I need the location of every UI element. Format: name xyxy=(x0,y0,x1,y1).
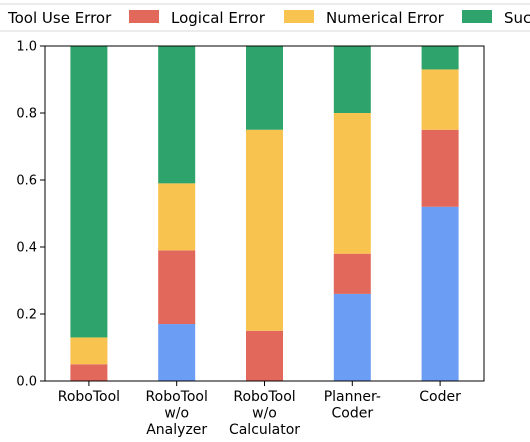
x-tick-label: RoboTool xyxy=(58,389,120,405)
bar-logical-error-3 xyxy=(246,330,283,381)
bar-numerical-error-1 xyxy=(70,337,108,365)
bar-logical-error-4 xyxy=(333,253,371,294)
y-tick-label: 1.0 xyxy=(16,40,37,55)
x-tick-label: RoboTool w/o Analyzer xyxy=(146,389,208,438)
legend-swatch-numerical-error xyxy=(284,10,314,23)
y-tick-label: 0.0 xyxy=(16,375,37,390)
bar-numerical-error-5 xyxy=(421,69,459,130)
bar-logical-error-5 xyxy=(421,129,459,207)
legend-label-tool-use-error: Tool Use Error xyxy=(7,9,112,27)
legend-swatch-success xyxy=(462,10,492,23)
legend-label-logical-error: Logical Error xyxy=(171,9,266,27)
y-axis: 0.0 0.2 0.4 0.6 0.8 1.0 xyxy=(16,40,45,390)
bar-numerical-error-2 xyxy=(158,183,196,251)
bar-tool-use-error-2 xyxy=(158,324,196,381)
bar-success-3 xyxy=(246,46,283,130)
bar-numerical-error-4 xyxy=(333,113,371,254)
legend-label-success: Suc xyxy=(504,9,530,27)
x-tick-label: Planner-Coder xyxy=(324,389,381,422)
bar-logical-error-1 xyxy=(70,364,108,381)
y-tick-label: 0.8 xyxy=(16,107,37,122)
legend: Tool Use Error Logical Error Numerical Err… xyxy=(0,3,530,32)
bar-success-1 xyxy=(70,46,108,338)
y-tick-label: 0.6 xyxy=(16,174,37,189)
bar-success-2 xyxy=(158,46,196,184)
bar-tool-use-error-4 xyxy=(333,293,371,381)
bar-tool-use-error-5 xyxy=(421,206,459,381)
legend-swatch-logical-error xyxy=(129,10,159,23)
x-tick-label: Coder xyxy=(419,389,461,405)
x-axis: RoboTool RoboTool w/o Analyzer RoboTool w/o Ca… xyxy=(58,381,461,438)
y-tick-label: 0.4 xyxy=(16,241,37,256)
bar-success-5 xyxy=(421,46,459,70)
bar-logical-error-2 xyxy=(158,250,196,325)
plot-area xyxy=(44,45,485,382)
bar-numerical-error-3 xyxy=(246,129,283,331)
legend-label-numerical-error: Numerical Error xyxy=(326,9,445,27)
x-tick-label: RoboTool w/o Calculator xyxy=(229,389,300,438)
y-tick-label: 0.2 xyxy=(16,308,37,323)
bar-success-4 xyxy=(333,46,371,113)
